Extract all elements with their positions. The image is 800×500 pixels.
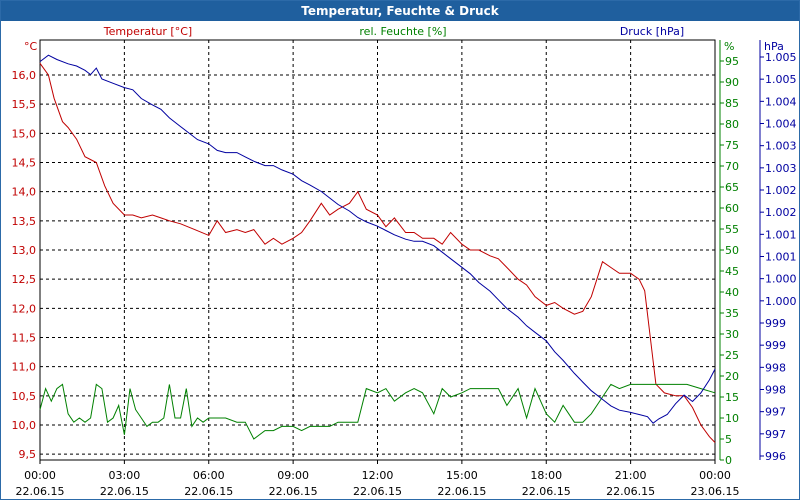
date-tick-label: 22.06.15 (522, 485, 571, 498)
humidity-tick-label: 55 (725, 223, 739, 236)
pressure-unit: hPa (764, 40, 784, 53)
humidity-tick-label: 15 (725, 391, 739, 404)
humidity-tick-label: 40 (725, 286, 739, 299)
humidity-tick-label: 30 (725, 328, 739, 341)
temperature-tick-label: 15,5 (12, 98, 37, 111)
pressure-tick-label: 1.001 (765, 228, 797, 241)
humidity-unit: % (724, 40, 734, 53)
temperature-tick-label: 10,5 (12, 390, 37, 403)
pressure-line (39, 54, 716, 424)
pressure-axis: hPa1.0051.0051.0041.0041.0031.0031.0021.… (759, 40, 797, 463)
humidity-tick-label: 50 (725, 244, 739, 257)
humidity-series-label: rel. Feuchte [%] (359, 25, 446, 38)
temperature-tick-label: 16,0 (12, 69, 37, 82)
pressure-tick-label: 1.005 (765, 51, 797, 64)
pressure-tick-label: 1.000 (765, 295, 797, 308)
grid-lines (40, 40, 715, 460)
pressure-tick-label: 997 (765, 428, 786, 441)
humidity-tick-label: 45 (725, 265, 739, 278)
temperature-unit: °C (24, 40, 38, 53)
humidity-tick-label: 25 (725, 349, 739, 362)
time-tick-label: 12:00 (362, 469, 394, 482)
date-tick-label: 22.06.15 (606, 485, 655, 498)
humidity-tick-label: 90 (725, 76, 739, 89)
temperature-tick-label: 13,5 (12, 215, 37, 228)
date-tick-label: 23.06.15 (691, 485, 740, 498)
pressure-tick-label: 998 (765, 384, 786, 397)
temperature-tick-label: 10,0 (12, 419, 37, 432)
pressure-tick-label: 999 (765, 317, 786, 330)
temperature-series-label: Temperatur [°C] (103, 25, 192, 38)
time-tick-label: 00:00 (24, 469, 56, 482)
date-tick-label: 22.06.15 (16, 485, 65, 498)
temperature-tick-label: 15,0 (12, 127, 37, 140)
humidity-tick-label: 70 (725, 160, 739, 173)
date-tick-label: 22.06.15 (100, 485, 149, 498)
temperature-tick-label: 12,5 (12, 273, 37, 286)
date-tick-label: 22.06.15 (269, 485, 318, 498)
pressure-tick-label: 1.002 (765, 206, 797, 219)
date-tick-label: 22.06.15 (353, 485, 402, 498)
time-tick-label: 03:00 (109, 469, 141, 482)
series-layer (39, 54, 716, 443)
humidity-tick-label: 95 (725, 55, 739, 68)
humidity-tick-label: 20 (725, 370, 739, 383)
date-tick-label: 22.06.15 (437, 485, 486, 498)
temperature-tick-label: 9,5 (19, 448, 37, 461)
temperature-tick-label: 13,0 (12, 244, 37, 257)
pressure-tick-label: 998 (765, 361, 786, 374)
time-tick-label: 09:00 (277, 469, 309, 482)
time-tick-label: 15:00 (446, 469, 478, 482)
pressure-tick-label: 1.001 (765, 251, 797, 264)
pressure-tick-label: 1.003 (765, 140, 797, 153)
humidity-tick-label: 80 (725, 118, 739, 131)
humidity-tick-label: 75 (725, 139, 739, 152)
pressure-tick-label: 1.002 (765, 184, 797, 197)
pressure-tick-label: 1.005 (765, 73, 797, 86)
temperature-tick-label: 14,0 (12, 186, 37, 199)
pressure-tick-label: 997 (765, 406, 786, 419)
humidity-tick-label: 35 (725, 307, 739, 320)
pressure-series-label: Druck [hPa] (620, 25, 684, 38)
humidity-tick-label: 10 (725, 412, 739, 425)
temperature-tick-label: 12,0 (12, 302, 37, 315)
time-tick-label: 21:00 (615, 469, 647, 482)
temperature-axis: °C 16,0 15,5 15,0 14,5 14,0 13,5 13,0 12,5 12,0 11… (12, 40, 38, 461)
time-tick-label: 00:00 (699, 469, 731, 482)
pressure-tick-label: 999 (765, 339, 786, 352)
time-axis: 00:00 22.06.15 03:00 22.06.15 06:00 22.06.15 0… (16, 460, 740, 498)
humidity-tick-label: 0 (725, 454, 732, 467)
humidity-tick-label: 60 (725, 202, 739, 215)
temperature-tick-label: 11,0 (12, 361, 37, 374)
humidity-tick-label: 5 (725, 433, 732, 446)
time-tick-label: 18:00 (530, 469, 562, 482)
pressure-tick-label: 1.004 (765, 118, 797, 131)
series-labels: Temperatur [°C] rel. Feuchte [%] Druck [hP… (103, 25, 684, 38)
pressure-tick-label: 1.004 (765, 95, 797, 108)
humidity-tick-label: 85 (725, 97, 739, 110)
temperature-line (39, 63, 716, 443)
temperature-tick-label: 11,5 (12, 332, 37, 345)
pressure-tick-label: 1.000 (765, 273, 797, 286)
date-tick-label: 22.06.15 (184, 485, 233, 498)
humidity-tick-label: 65 (725, 181, 739, 194)
humidity-line (39, 383, 716, 440)
chart-title: Temperatur, Feuchte & Druck (1, 1, 799, 21)
pressure-tick-label: 1.003 (765, 162, 797, 175)
temperature-tick-label: 14,5 (12, 157, 37, 170)
time-tick-label: 06:00 (193, 469, 225, 482)
pressure-tick-label: 996 (765, 450, 786, 463)
